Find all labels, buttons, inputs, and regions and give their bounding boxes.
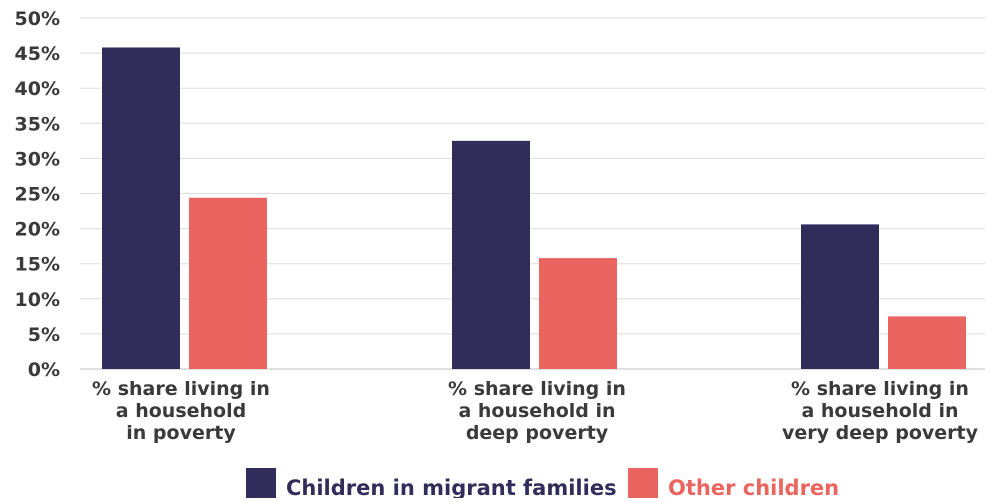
- y-tick-label: 45%: [15, 43, 60, 65]
- legend-label-other-children: Other children: [668, 476, 839, 498]
- y-tick-label: 15%: [15, 254, 60, 276]
- category-label-line: a household in: [801, 400, 958, 422]
- y-axis-tick-labels: 0% 5% 10% 15% 20% 25% 30% 35% 40% 45% 50%: [15, 8, 60, 381]
- y-tick-label: 0%: [28, 359, 60, 381]
- y-tick-label: 20%: [15, 219, 60, 241]
- bar-other-3: [888, 316, 966, 369]
- y-tick-label: 40%: [15, 78, 60, 100]
- bar-other-1: [189, 197, 267, 369]
- bars: [102, 47, 966, 369]
- bar-migrant-3: [801, 224, 879, 369]
- y-tick-label: 5%: [28, 324, 60, 346]
- y-tick-label: 10%: [15, 289, 60, 311]
- category-label: % share living in a household in very deep…: [782, 378, 979, 444]
- y-tick-label: 35%: [15, 113, 60, 135]
- category-label-line: % share living in: [791, 378, 969, 400]
- legend-label-children-in-migrant-families: Children in migrant families: [286, 476, 617, 498]
- category-label-line: deep poverty: [466, 422, 609, 444]
- category-label-line: % share living in: [448, 378, 626, 400]
- category-label: % share living in a household in poverty: [92, 378, 270, 444]
- y-tick-label: 25%: [15, 184, 60, 206]
- category-label-line: very deep poverty: [782, 422, 979, 444]
- legend-swatch-other-children: [628, 468, 658, 498]
- category-label-line: in poverty: [126, 422, 236, 444]
- legend: Children in migrant families Other child…: [246, 468, 839, 500]
- bar-migrant-1: [102, 47, 180, 369]
- x-axis-category-labels: % share living in a household in poverty% …: [92, 378, 979, 444]
- bar-other-2: [539, 258, 617, 369]
- category-label-line: a household in: [458, 400, 615, 422]
- category-label: % share living in a household in deep pove…: [448, 378, 626, 444]
- legend-swatch-children-in-migrant-families: [246, 468, 276, 498]
- category-label-line: a household: [116, 400, 246, 422]
- y-tick-label: 50%: [15, 8, 60, 30]
- bar-migrant-2: [452, 140, 530, 369]
- category-label-line: % share living in: [92, 378, 270, 400]
- y-tick-label: 30%: [15, 148, 60, 170]
